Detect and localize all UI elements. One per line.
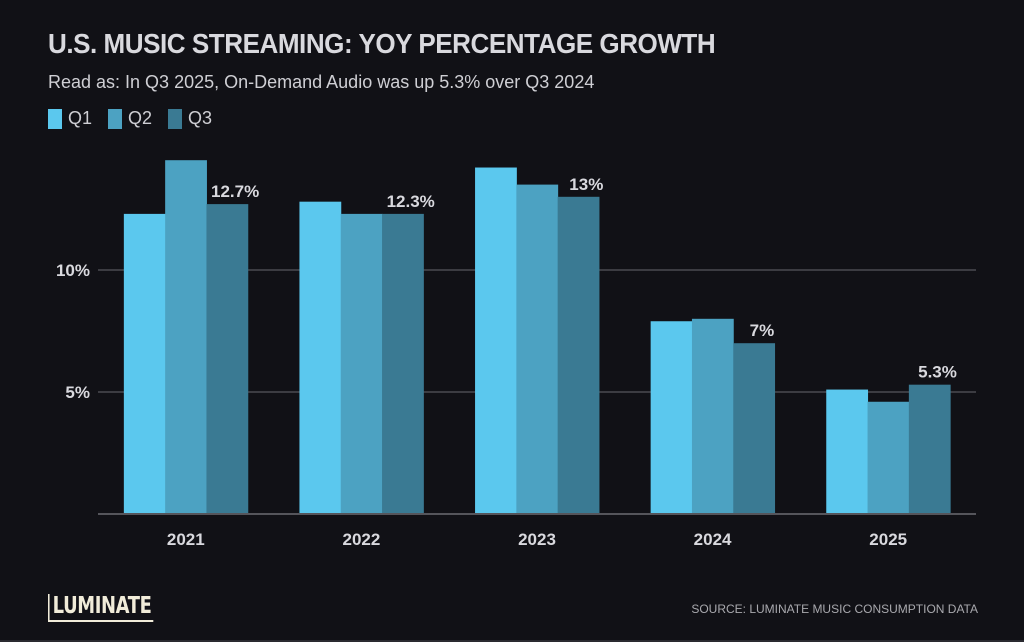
legend-swatch-q3 [168,108,183,129]
x-tick-label: 2023 [518,530,556,549]
legend-item-q3: Q3 [168,108,212,129]
legend: Q1 Q2 Q3 [48,108,212,129]
bar-2023-q1 [475,167,517,514]
bar-2023-q3 [557,196,600,515]
legend-item-q2: Q2 [108,108,152,129]
bar-2024-q1 [650,321,693,514]
bar-2025-q3 [908,384,951,514]
legend-swatch-q2 [108,108,123,129]
y-tick-label: 10% [56,261,90,280]
data-label: 12.3% [387,192,435,211]
data-label: 5.3% [918,363,957,382]
chart-title: U.S. MUSIC STREAMING: YOY PERCENTAGE GRO… [48,28,716,59]
data-label: 7% [750,321,775,340]
bar-2024-q3 [733,343,776,514]
bar-2025-q1 [826,389,869,514]
bar-2022-q3 [382,213,424,514]
bar-2023-q2 [516,184,559,514]
bar-2024-q2 [691,318,734,514]
bar-2022-q1 [299,201,342,514]
x-tick-label: 2024 [694,530,732,549]
bar-2021-q1 [123,213,166,514]
bar-2025-q2 [867,401,910,514]
legend-item-q1: Q1 [48,108,92,129]
x-tick-label: 2022 [342,530,380,549]
data-label: 13% [569,175,603,194]
legend-swatch-q1 [48,108,62,129]
bar-2021-q2 [165,160,207,514]
legend-label-q1: Q1 [68,108,93,128]
legend-label-q2: Q2 [128,108,153,128]
chart-subtitle: Read as: In Q3 2025, On-Demand Audio was… [48,72,595,92]
luminate-logo: LUMINATE [48,594,154,622]
bottom-divider [0,640,1024,642]
data-label: 12.7% [211,182,259,201]
x-tick-label: 2021 [167,530,205,549]
x-tick-label: 2025 [869,530,907,549]
bar-2021-q3 [206,204,249,514]
bar-2022-q2 [340,213,383,514]
y-tick-label: 5% [65,383,90,402]
source-note: SOURCE: LUMINATE MUSIC CONSUMPTION DATA [691,602,978,616]
legend-label-q3: Q3 [188,108,213,128]
